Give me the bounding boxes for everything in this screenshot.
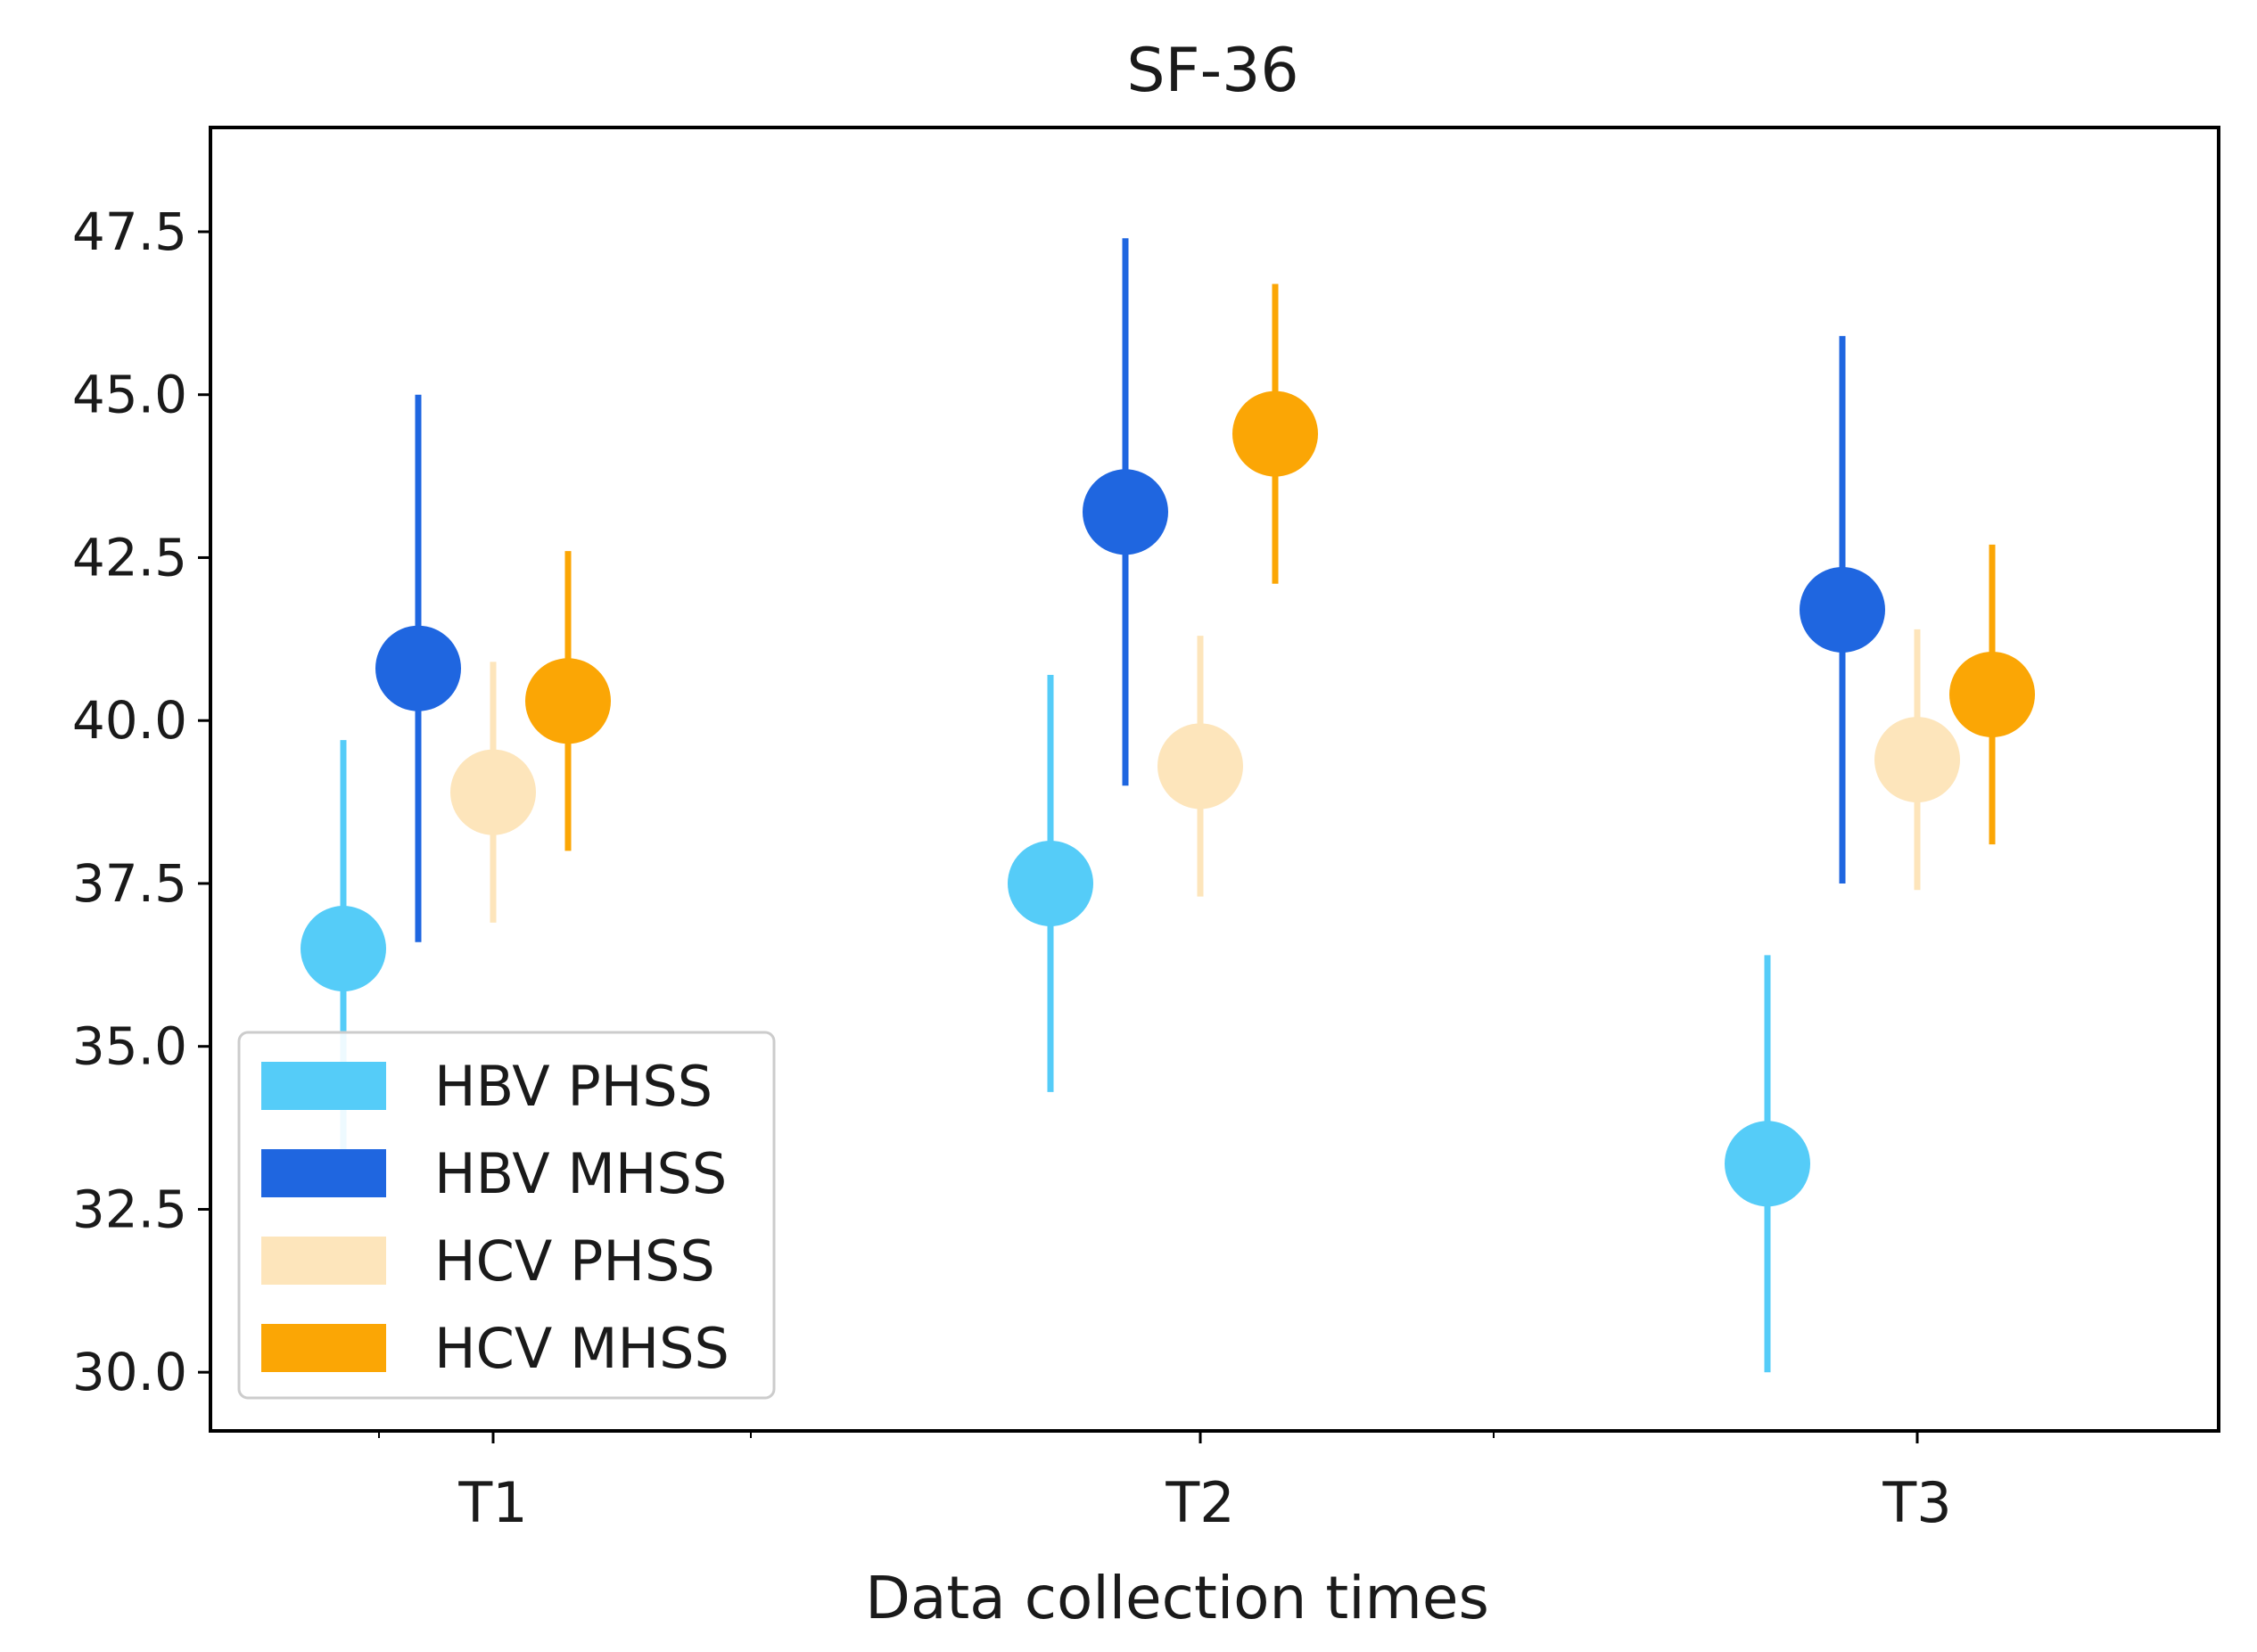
- data-point: [1874, 717, 1960, 803]
- chart-title: SF-36: [1126, 36, 1298, 106]
- legend-label: HCV PHSS: [434, 1229, 715, 1294]
- y-tick-label: 42.5: [72, 527, 187, 588]
- y-tick-label: 35.0: [72, 1016, 187, 1077]
- data-point: [1800, 566, 1885, 653]
- plot-marks: [301, 238, 2035, 1373]
- data-point: [1083, 469, 1168, 555]
- data-point: [1232, 390, 1318, 477]
- plot-frame: [209, 126, 2220, 1433]
- y-tick-label: 32.5: [72, 1179, 187, 1239]
- x-tick-label: T1: [457, 1470, 527, 1535]
- legend: HBV PHSS HBV MHSS HCV PHSS HCV MHSS: [237, 1031, 776, 1400]
- legend-box: [237, 1031, 776, 1400]
- data-point: [375, 625, 461, 711]
- legend-label: HBV MHSS: [434, 1141, 727, 1206]
- y-tick-label: 37.5: [72, 853, 187, 914]
- data-point: [1725, 1121, 1810, 1207]
- x-tick-label: T2: [1165, 1470, 1234, 1535]
- y-tick-label: 45.0: [72, 365, 187, 425]
- data-point: [1949, 651, 2035, 737]
- x-tick-label: T3: [1882, 1470, 1951, 1535]
- legend-label: HBV PHSS: [434, 1054, 713, 1119]
- data-point: [525, 658, 611, 744]
- data-point: [301, 906, 386, 992]
- data-point: [450, 749, 536, 835]
- legend-swatch: [261, 1324, 386, 1372]
- legend-label: HCV MHSS: [434, 1316, 729, 1381]
- y-tick-label: 40.0: [72, 690, 187, 751]
- legend-swatch: [261, 1237, 386, 1285]
- y-tick-label: 30.0: [72, 1342, 187, 1402]
- data-point: [1008, 840, 1093, 926]
- data-point: [1157, 723, 1243, 810]
- y-axis: 30.0 32.5 35.0 37.5 40.0 42.5 45.0 47.5: [72, 201, 210, 1402]
- legend-swatch: [261, 1149, 386, 1197]
- x-axis-label: Data collection times: [865, 1564, 1489, 1632]
- x-axis: T1 T2 T3: [378, 1431, 1952, 1535]
- legend-swatch: [261, 1062, 386, 1110]
- y-tick-label: 47.5: [72, 201, 187, 262]
